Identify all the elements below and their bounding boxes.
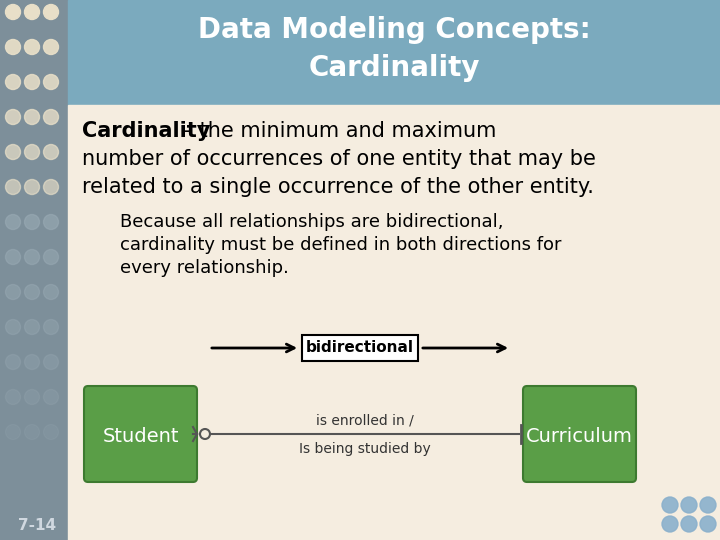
Circle shape <box>24 75 40 90</box>
Circle shape <box>43 4 58 19</box>
Circle shape <box>6 214 20 230</box>
Circle shape <box>43 249 58 265</box>
Circle shape <box>24 389 40 404</box>
Circle shape <box>6 4 20 19</box>
Circle shape <box>6 179 20 194</box>
Circle shape <box>700 497 716 513</box>
Text: Cardinality: Cardinality <box>308 54 480 82</box>
Circle shape <box>43 39 58 55</box>
Circle shape <box>6 249 20 265</box>
Text: Because all relationships are bidirectional,: Because all relationships are bidirectio… <box>120 213 503 231</box>
Bar <box>0 0 68 540</box>
Text: number of occurrences of one entity that may be: number of occurrences of one entity that… <box>82 149 596 169</box>
Circle shape <box>43 424 58 440</box>
Circle shape <box>43 75 58 90</box>
Circle shape <box>24 249 40 265</box>
Circle shape <box>700 516 716 532</box>
Circle shape <box>662 516 678 532</box>
Bar <box>68 105 720 540</box>
Circle shape <box>662 497 678 513</box>
Circle shape <box>24 320 40 334</box>
Text: cardinality must be defined in both directions for: cardinality must be defined in both dire… <box>120 236 562 254</box>
Circle shape <box>43 285 58 300</box>
Circle shape <box>43 145 58 159</box>
Circle shape <box>24 179 40 194</box>
Circle shape <box>43 389 58 404</box>
Circle shape <box>681 516 697 532</box>
Circle shape <box>24 145 40 159</box>
Bar <box>68 0 720 105</box>
Circle shape <box>24 285 40 300</box>
Text: Is being studied by: Is being studied by <box>299 442 431 456</box>
Circle shape <box>24 110 40 125</box>
Circle shape <box>43 320 58 334</box>
Circle shape <box>24 424 40 440</box>
Text: bidirectional: bidirectional <box>306 341 414 355</box>
FancyBboxPatch shape <box>523 386 636 482</box>
Circle shape <box>24 39 40 55</box>
Text: Cardinality: Cardinality <box>82 121 210 141</box>
Text: is enrolled in /: is enrolled in / <box>315 414 413 428</box>
Circle shape <box>6 75 20 90</box>
Circle shape <box>6 424 20 440</box>
Circle shape <box>43 354 58 369</box>
Circle shape <box>43 110 58 125</box>
Circle shape <box>6 145 20 159</box>
Circle shape <box>43 214 58 230</box>
FancyBboxPatch shape <box>84 386 197 482</box>
Text: Data Modeling Concepts:: Data Modeling Concepts: <box>197 16 590 44</box>
Circle shape <box>24 4 40 19</box>
Circle shape <box>6 285 20 300</box>
Text: Curriculum: Curriculum <box>526 427 633 446</box>
Text: – the minimum and maximum: – the minimum and maximum <box>176 121 496 141</box>
Text: 7-14: 7-14 <box>18 517 56 532</box>
Circle shape <box>6 354 20 369</box>
Circle shape <box>43 179 58 194</box>
Text: related to a single occurrence of the other entity.: related to a single occurrence of the ot… <box>82 177 594 197</box>
Text: Student: Student <box>102 427 179 446</box>
Circle shape <box>6 320 20 334</box>
Bar <box>302 335 418 361</box>
Circle shape <box>6 110 20 125</box>
Circle shape <box>6 389 20 404</box>
Circle shape <box>681 497 697 513</box>
Text: every relationship.: every relationship. <box>120 259 289 277</box>
Circle shape <box>6 39 20 55</box>
Circle shape <box>24 214 40 230</box>
Circle shape <box>24 354 40 369</box>
